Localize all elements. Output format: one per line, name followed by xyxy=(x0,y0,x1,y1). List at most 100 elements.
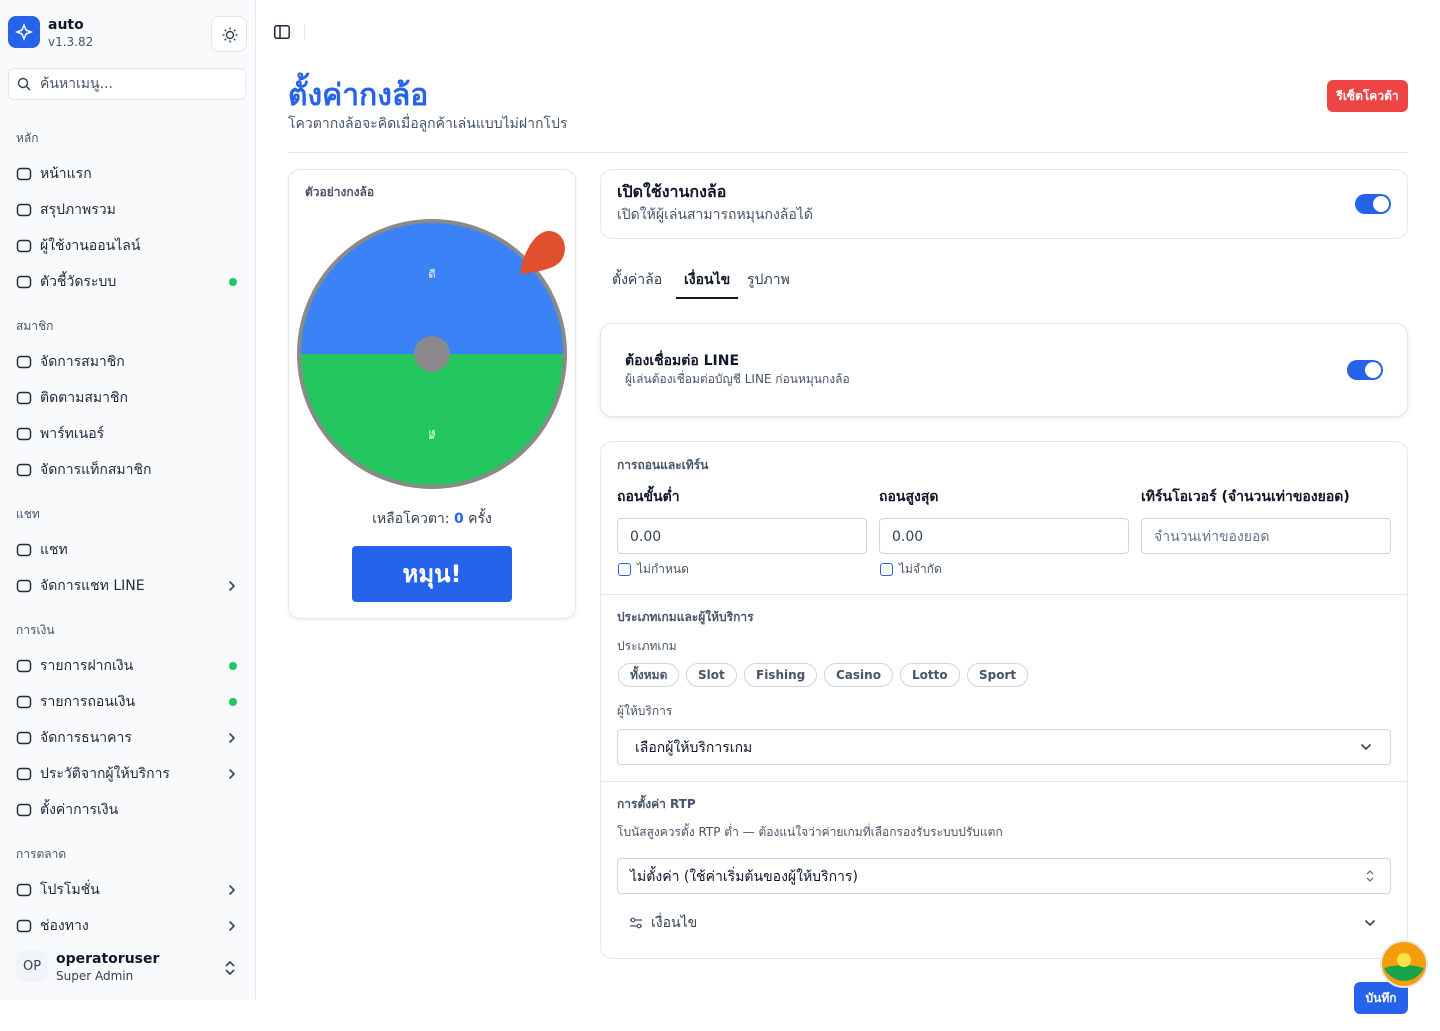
wheel-pointer xyxy=(520,230,565,274)
line-description: ผู้เล่นต้องเชื่อมต่อบัญชี LINE ก่อนหมุนก… xyxy=(625,372,850,386)
rtp-select[interactable]: ไม่ตั้งค่า (ใช้ค่าเริ่มต้นของผู้ให้บริกา… xyxy=(617,858,1391,894)
menu-item[interactable]: ช่องทาง xyxy=(40,918,89,934)
wheel-segment xyxy=(300,222,564,354)
collapsible-label[interactable]: เงื่อนไข xyxy=(651,915,698,931)
search-box[interactable] xyxy=(8,68,246,100)
conditions-card xyxy=(600,441,1408,959)
icon-shape xyxy=(16,803,32,817)
checkbox-label: ไม่กำหนด xyxy=(637,562,689,576)
checkbox[interactable] xyxy=(880,563,893,576)
text-input[interactable]: จำนวนเท่าของยอด xyxy=(1141,518,1391,554)
menu-icon xyxy=(16,883,32,897)
menu-item[interactable]: ติดตามสมาชิก xyxy=(40,390,128,406)
menu-item[interactable]: รายการถอนเงิน xyxy=(40,694,136,710)
select-value: ไม่ตั้งค่า (ใช้ค่าเริ่มต้นของผู้ให้บริกา… xyxy=(630,869,858,885)
reset-button[interactable]: รีเซ็ตโควต้า xyxy=(1327,80,1408,112)
assistant-sun xyxy=(1397,953,1411,967)
menu-item[interactable]: แชท xyxy=(40,542,68,558)
menu-icon xyxy=(16,731,32,745)
assistant-sea xyxy=(1384,965,1424,981)
game-type-chip[interactable]: Lotto xyxy=(900,663,960,687)
checkbox[interactable] xyxy=(618,563,631,576)
menu-item[interactable]: รายการฝากเงิน xyxy=(40,658,134,674)
menu-item[interactable]: ตั้งค่าการเงิน xyxy=(40,802,119,818)
page-title: ตั้งค่ากงล้อ xyxy=(288,78,429,113)
text-input[interactable]: 0.00 xyxy=(879,518,1129,554)
toggle-knob xyxy=(1373,196,1389,212)
chevron xyxy=(229,885,236,895)
handle xyxy=(26,86,31,91)
text-input[interactable]: 0.00 xyxy=(617,518,867,554)
menu-icon xyxy=(16,803,32,817)
sun-ray xyxy=(224,29,227,32)
page-subtitle: โควตากงล้อจะคิดเมื่อลูกค้าเล่นแบบไม่ฝากโ… xyxy=(288,116,568,132)
provider-select[interactable]: เลือกผู้ให้บริการเกม xyxy=(617,729,1391,765)
menu-icon xyxy=(16,767,32,781)
logo xyxy=(8,16,40,48)
remaining-unit: ครั้ง xyxy=(468,511,492,527)
menu-item[interactable]: พาร์ทเนอร์ xyxy=(40,426,105,442)
game-type-chip[interactable]: Sport xyxy=(967,663,1029,687)
menu-icon xyxy=(16,391,32,405)
menu-item[interactable]: โปรโมชั่น xyxy=(40,882,100,898)
tab[interactable]: รูปภาพ xyxy=(747,272,790,288)
enable-title: เปิดใช้งานกงล้อ xyxy=(617,182,727,201)
chevron xyxy=(229,733,236,743)
tab[interactable]: เงื่อนไข xyxy=(684,272,731,288)
checkbox-label: ไม่จำกัด xyxy=(899,562,942,576)
menu-icon xyxy=(16,203,32,217)
icon-shape xyxy=(16,767,32,781)
menu-item[interactable]: ประวัติจากผู้ให้บริการ xyxy=(40,766,170,782)
menu-icon xyxy=(16,919,32,933)
game-type-chip[interactable]: ทั้งหมด xyxy=(618,663,680,687)
game-type-chip[interactable]: Fishing xyxy=(744,663,818,687)
user-menu-icon xyxy=(225,960,235,976)
line-title: ต้องเชื่อมต่อ LINE xyxy=(625,353,740,369)
filter-icon xyxy=(630,917,642,929)
menu-group-label: หลัก xyxy=(16,131,39,145)
user-initials: OP xyxy=(23,959,42,974)
icon-shape xyxy=(16,919,32,933)
menu-item[interactable]: จัดการแท็กสมาชิก xyxy=(40,462,152,478)
theme-button[interactable] xyxy=(211,16,247,52)
sun-ray xyxy=(233,29,236,32)
remaining-quota: เหลือโควตา: 0 ครั้ง xyxy=(288,509,576,529)
chevron xyxy=(229,921,236,931)
input-placeholder: จำนวนเท่าของยอด xyxy=(1154,529,1270,545)
chevron-icon xyxy=(229,885,236,895)
icon-shape xyxy=(16,391,32,405)
remaining-value: 0 xyxy=(453,511,464,527)
menu-icon xyxy=(16,239,32,253)
game-type-chip[interactable]: Slot xyxy=(686,663,737,687)
chevron-icon xyxy=(229,733,236,743)
toggle[interactable] xyxy=(1355,194,1391,214)
menu-icon xyxy=(16,579,32,593)
toggle[interactable] xyxy=(1347,360,1383,380)
menu-item[interactable]: ผู้ใช้งานออนไลน์ xyxy=(40,238,141,254)
status-dot xyxy=(229,698,237,706)
preview-card xyxy=(288,169,576,619)
chevron xyxy=(1361,744,1371,751)
chevron-icon xyxy=(229,769,236,779)
icon-shape xyxy=(16,355,32,369)
status-dot xyxy=(229,278,237,286)
wheel-rim xyxy=(297,219,567,489)
sun xyxy=(225,30,235,40)
menu-item[interactable]: จัดการธนาคาร xyxy=(40,730,132,746)
menu-icon xyxy=(16,543,32,557)
chevron-icon xyxy=(229,581,236,591)
menu-item[interactable]: จัดการสมาชิก xyxy=(40,354,125,370)
chevron xyxy=(229,769,236,779)
chevron xyxy=(229,581,236,591)
menu-item[interactable]: จัดการแชท LINE xyxy=(40,578,145,594)
icon-shape xyxy=(16,695,32,709)
chevron-icon xyxy=(1365,920,1375,927)
spin-button[interactable]: หมุน! xyxy=(352,546,512,602)
tab[interactable]: ตั้งค่าล้อ xyxy=(612,272,663,288)
section-title: ประเภทเกมและผู้ให้บริการ xyxy=(617,610,754,624)
menu-item[interactable]: ตัวชี้วัดระบบ xyxy=(40,274,117,290)
icon-shape xyxy=(16,659,32,673)
menu-item[interactable]: สรุปภาพรวม xyxy=(40,202,116,218)
menu-item[interactable]: หน้าแรก xyxy=(40,166,92,182)
game-type-chip[interactable]: Casino xyxy=(824,663,893,687)
